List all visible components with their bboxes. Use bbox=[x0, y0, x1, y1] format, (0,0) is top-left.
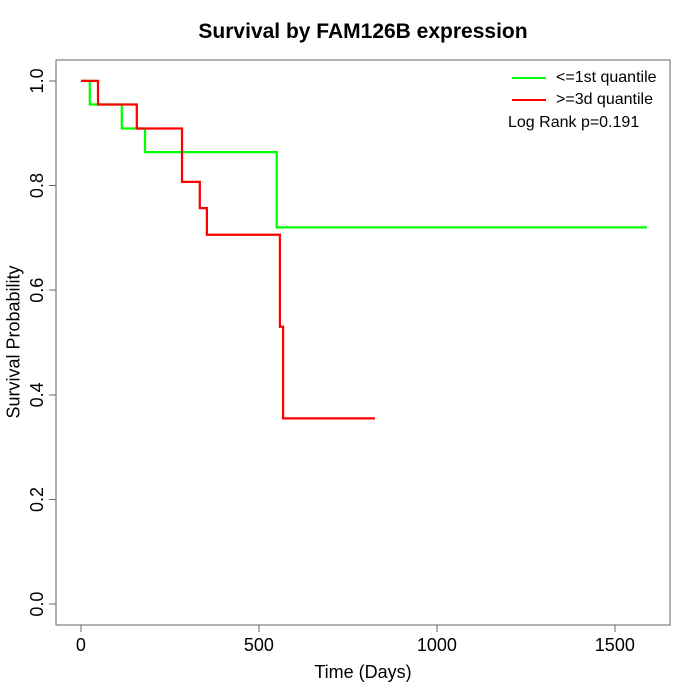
y-tick-label: 0.8 bbox=[27, 173, 47, 198]
legend-label-high: >=3d quantile bbox=[556, 91, 653, 108]
legend-label-low: <=1st quantile bbox=[556, 69, 657, 86]
legend-item-high: >=3d quantile bbox=[512, 89, 657, 111]
legend-line-low-icon bbox=[512, 77, 546, 79]
x-tick-label: 500 bbox=[244, 635, 274, 655]
legend-line-high-icon bbox=[512, 99, 546, 101]
x-tick-label: 0 bbox=[76, 635, 86, 655]
plot-box bbox=[55, 59, 671, 626]
survival-curve-high bbox=[80, 79, 375, 420]
y-tick-label: 0.4 bbox=[27, 382, 47, 407]
y-tick-label: 0.6 bbox=[27, 278, 47, 303]
x-tick-label: 1500 bbox=[595, 635, 635, 655]
chart-title: Survival by FAM126B expression bbox=[198, 20, 528, 43]
y-tick-label: 1.0 bbox=[27, 68, 47, 93]
y-tick-label: 0.0 bbox=[27, 592, 47, 617]
logrank-annotation: Log Rank p=0.191 bbox=[508, 114, 640, 131]
legend-item-low: <=1st quantile bbox=[512, 67, 657, 89]
legend: <=1st quantile >=3d quantile bbox=[512, 67, 657, 111]
x-axis-title: Time (Days) bbox=[314, 662, 412, 682]
x-tick-label: 1000 bbox=[417, 635, 457, 655]
survival-curve-low bbox=[80, 79, 647, 229]
y-tick-label: 0.2 bbox=[27, 487, 47, 512]
